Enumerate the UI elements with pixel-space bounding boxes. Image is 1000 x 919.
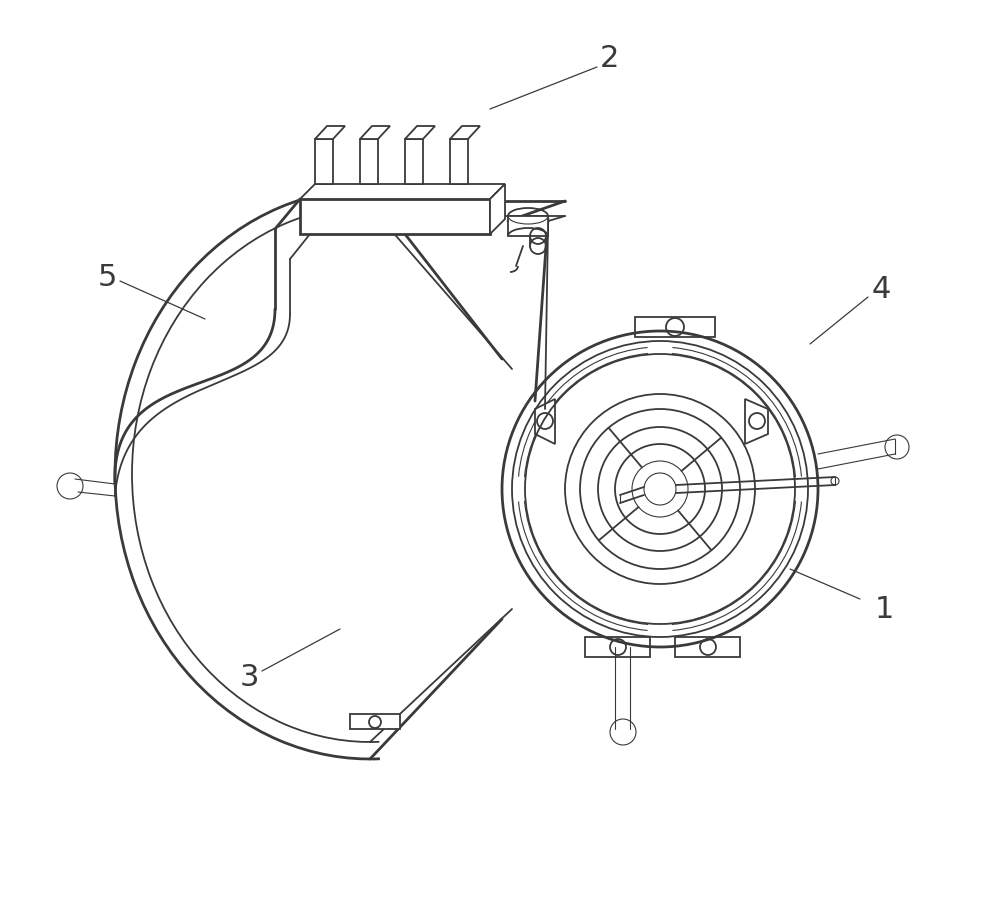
Polygon shape [300,185,505,199]
Polygon shape [300,199,490,234]
Polygon shape [360,127,390,140]
Polygon shape [635,318,715,337]
Text: 5: 5 [98,263,117,292]
Text: 4: 4 [872,275,891,304]
Polygon shape [315,127,345,140]
Polygon shape [490,185,505,234]
Polygon shape [405,127,435,140]
Polygon shape [405,140,423,185]
Polygon shape [350,714,400,729]
Polygon shape [450,127,480,140]
Polygon shape [360,140,378,185]
Polygon shape [675,637,740,657]
Polygon shape [450,140,468,185]
Polygon shape [535,400,555,445]
Polygon shape [745,400,768,445]
Polygon shape [585,637,650,657]
Text: 2: 2 [600,43,619,73]
Polygon shape [508,217,548,237]
Polygon shape [315,140,333,185]
Text: 1: 1 [875,595,894,624]
Text: 3: 3 [240,663,260,692]
